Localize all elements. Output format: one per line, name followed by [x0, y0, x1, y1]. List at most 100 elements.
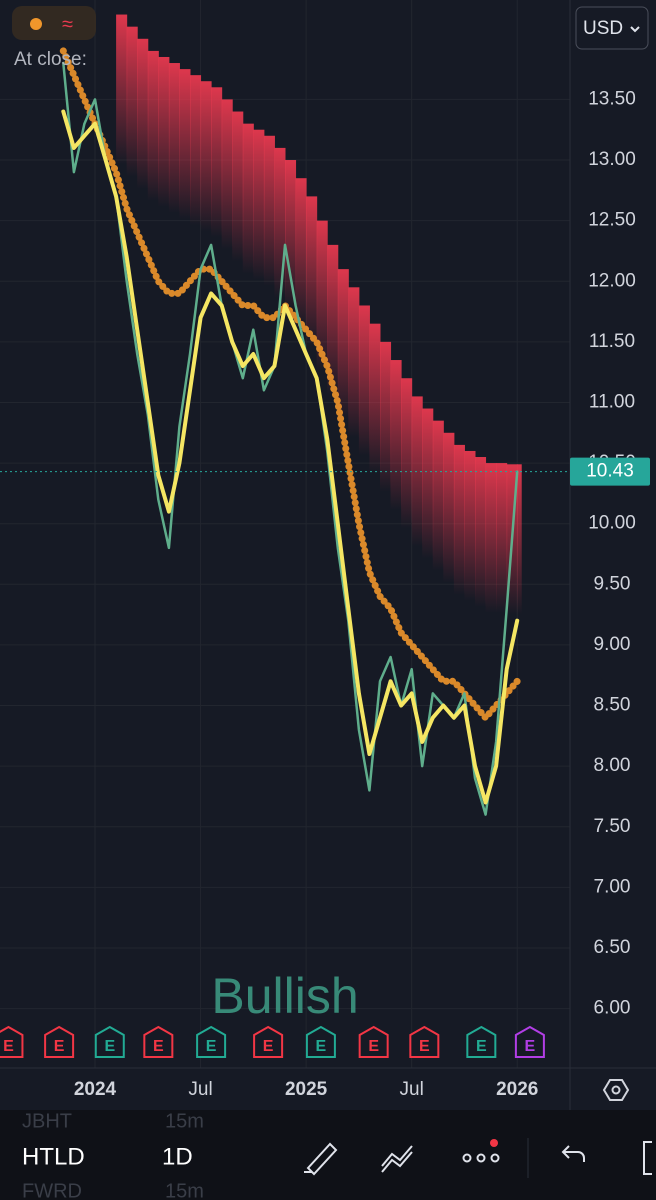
y-tick-label: 12.00: [588, 270, 636, 291]
y-tick-label: 12.50: [588, 210, 636, 231]
settings[interactable]: [602, 1079, 630, 1101]
resistance-band: [380, 341, 392, 492]
resistance-band: [390, 360, 402, 511]
badge-dot: [490, 1139, 498, 1147]
currency-box[interactable]: [575, 6, 649, 50]
earnings-label: E: [316, 1038, 327, 1055]
earnings-label: E: [54, 1038, 65, 1055]
price-line: [62, 61, 519, 816]
last-price-box: [570, 457, 650, 486]
y-tick-label: 10.00: [588, 513, 636, 534]
resistance-band: [285, 160, 297, 311]
resistance-band: [475, 457, 487, 608]
y-tick-label: 7.50: [594, 816, 631, 837]
currency-label[interactable]: USD: [583, 18, 623, 39]
resistance-band: [116, 14, 128, 165]
settings-dot: [611, 1085, 621, 1095]
resistance-band: [517, 464, 522, 615]
earnings-badge: [94, 1025, 125, 1058]
resistance-band: [453, 444, 465, 595]
resistance-band: [348, 287, 360, 438]
resistance-band: [306, 196, 318, 347]
y-tick-label: 6.50: [594, 937, 631, 958]
earnings-label: E: [104, 1038, 115, 1055]
resistance-band: [295, 178, 307, 329]
resistance-band: [496, 463, 508, 614]
earnings-label: E: [263, 1038, 274, 1055]
status-pill: [12, 6, 96, 40]
resistance-band: [179, 69, 191, 220]
y-tick-label: 8.50: [594, 695, 631, 716]
y-tick-label: 9.50: [594, 573, 631, 594]
last-price-label: 10.43: [586, 461, 634, 482]
earnings-label: E: [368, 1038, 379, 1055]
draw-tool[interactable]: [304, 1142, 338, 1176]
interval-button[interactable]: 1D: [162, 1143, 193, 1170]
indicator-tool[interactable]: [381, 1145, 413, 1173]
undo-button[interactable]: [561, 1145, 585, 1162]
earnings-badge: [466, 1025, 497, 1058]
dot: [476, 1153, 486, 1163]
x-tick-label: Jul: [188, 1079, 212, 1100]
resistance-band: [221, 99, 233, 250]
y-tick-label: 13.50: [588, 88, 636, 109]
earnings-label: E: [525, 1038, 536, 1055]
resistance-band: [464, 450, 476, 601]
status-text: At close:: [14, 49, 87, 70]
resistance-band: [422, 408, 434, 559]
y-tick-label: 11.50: [589, 331, 635, 352]
resistance-band: [411, 396, 423, 547]
x-tick-label: Jul: [400, 1079, 424, 1100]
symbol-button[interactable]: HTLD: [22, 1143, 85, 1170]
earnings-label: E: [419, 1038, 430, 1055]
x-tick-label: 2024: [74, 1079, 117, 1100]
resistance-band: [485, 463, 497, 614]
resistance-band: [253, 129, 265, 280]
resistance-band: [242, 123, 254, 274]
chevron: [630, 26, 640, 33]
resistance-band: [337, 269, 349, 420]
resistance-band: [211, 87, 223, 238]
resistance-band: [158, 56, 170, 207]
dot: [462, 1153, 472, 1163]
y-tick-label: 13.00: [588, 149, 636, 170]
earnings-badge: [514, 1025, 545, 1058]
watch-interval: 15m: [165, 1110, 204, 1132]
plot: Bullish E E E E E E E E E E E: [0, 0, 570, 1068]
y-tick-label: 7.00: [594, 876, 631, 897]
wave-icon: ≈: [62, 13, 73, 35]
settings-icon[interactable]: [602, 1079, 630, 1101]
currency-button[interactable]: USD: [575, 6, 649, 50]
price-line: [61, 109, 520, 805]
x-tick-label: 2025: [285, 1079, 328, 1100]
resistance-band: [263, 135, 275, 286]
earnings-badge: [358, 1025, 389, 1058]
earnings-badge: [253, 1025, 284, 1058]
earnings-badge: [143, 1025, 174, 1058]
earnings-label: E: [206, 1038, 217, 1055]
y-tick-label: 6.00: [594, 998, 631, 1019]
resistance-band: [190, 75, 202, 226]
annotation: Bullish: [211, 968, 358, 1024]
watch-symbol: FWRD: [22, 1180, 82, 1200]
resistance-band: [274, 147, 286, 298]
resistance-band: [168, 63, 180, 214]
resistance-band: [443, 432, 455, 583]
resistance-band: [316, 220, 328, 371]
y-tick-label: 8.00: [594, 755, 631, 776]
earnings-badge: [305, 1025, 336, 1058]
resistance-band: [232, 111, 244, 262]
earnings-label: E: [476, 1038, 487, 1055]
more-button[interactable]: [462, 1139, 500, 1163]
panel-button[interactable]: [643, 1141, 652, 1175]
resistance-band: [200, 81, 212, 232]
resistance-band: [327, 244, 339, 395]
earnings-badge: [409, 1025, 440, 1058]
y-tick-label: 11.00: [589, 391, 635, 412]
resistance-band: [147, 50, 159, 201]
resistance-band: [432, 420, 444, 571]
y-tick-label: 9.00: [594, 634, 631, 655]
resistance-band: [126, 26, 138, 177]
